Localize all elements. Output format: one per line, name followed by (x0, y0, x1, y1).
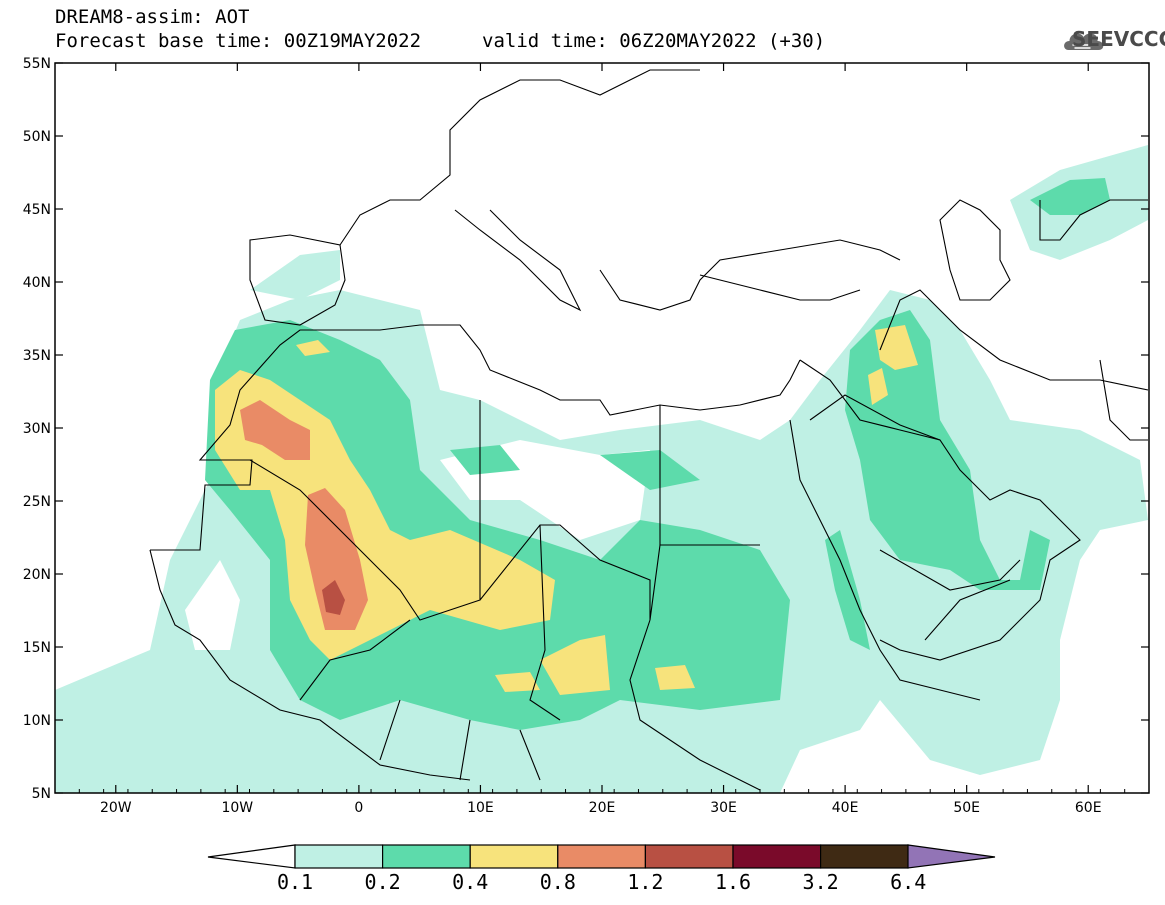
lat-tick-label: 40N (23, 275, 51, 291)
cloud-logo-icon (1064, 33, 1104, 50)
colorbar-swatch (819, 844, 909, 869)
lon-tick-label: 40E (832, 800, 859, 816)
forecast-base-time: Forecast base time: 00Z19MAY2022 (55, 30, 422, 52)
colorbar-level-label: 3.2 (802, 870, 839, 894)
colorbar-level-label: 0.1 (276, 870, 314, 894)
aot-moderate-region-arabia (845, 310, 1050, 590)
lat-tick-label: 55N (23, 56, 51, 72)
lat-tick-label: 50N (23, 129, 51, 145)
colorbar-high-arrow (907, 844, 996, 869)
aot-very-high-region-algeria (305, 488, 368, 630)
aot-high-region-morocco (296, 340, 330, 356)
product-title: DREAM8-assim: AOT (55, 6, 250, 28)
lon-tick-label: 10W (221, 800, 253, 816)
coastlines-and-borders (149, 69, 1149, 791)
lat-tick-label: 15N (23, 640, 51, 656)
lat-tick-label: 30N (23, 421, 51, 437)
lat-tick-label: 10N (23, 713, 51, 729)
latitude-ticks: 5N 10N 15N 20N 25N 30N 35N 40N 45N 50N 55N (23, 56, 1149, 802)
logo-text: SEEVCCC (1072, 27, 1165, 51)
aot-field (55, 145, 1148, 793)
colorbar-swatch (644, 844, 734, 869)
aot-high-region-nigeria (495, 672, 540, 692)
aot-clear-gap-atlantic (185, 560, 240, 650)
aot-high-region-sudan (655, 665, 695, 690)
colorbar-low-arrow (207, 844, 296, 869)
lon-tick-label: 30E (710, 800, 737, 816)
aot-high-region-iraq-south (868, 368, 888, 405)
aot-extreme-region-mali (322, 580, 345, 615)
lat-tick-label: 35N (23, 348, 51, 364)
colorbar (207, 844, 996, 869)
aot-very-high-region-morocco (240, 400, 310, 460)
colorbar-level-label: 1.6 (714, 870, 752, 894)
colorbar-swatch (294, 844, 384, 869)
lon-tick-label: 60E (1075, 800, 1102, 816)
colorbar-swatch (382, 844, 471, 869)
lon-tick-label: 50E (953, 800, 980, 816)
lon-tick-label: 20W (100, 800, 132, 816)
lon-tick-label: 20E (589, 800, 616, 816)
aot-high-region-chad (540, 635, 610, 695)
colorbar-swatch (732, 844, 822, 869)
valid-time: valid time: 06Z20MAY2022 (+30) (482, 30, 826, 52)
colorbar-level-label: 1.2 (627, 870, 664, 894)
colorbar-level-label: 0.2 (364, 870, 401, 894)
colorbar-swatch (557, 844, 646, 869)
lat-tick-label: 25N (23, 494, 51, 510)
colorbar-level-label: 0.8 (539, 870, 576, 894)
lon-tick-label: 10E (467, 800, 494, 816)
colorbar-level-label: 0.4 (452, 870, 489, 894)
colorbar-swatch (469, 844, 559, 869)
colorbar-level-label: 6.4 (890, 870, 927, 894)
aot-moderate-region-red-sea (825, 530, 870, 650)
lon-tick-label: 0 (354, 800, 363, 816)
lat-tick-label: 5N (32, 786, 51, 802)
aot-moderate-region-libya (600, 450, 700, 490)
lat-tick-label: 45N (23, 202, 51, 218)
longitude-ticks: 20W 10W 0 10E 20E 30E 40E 50E 60E (54, 63, 1150, 816)
aot-moderate-region-caspian (1030, 178, 1110, 215)
aot-light-region-iberia (250, 250, 340, 300)
lat-tick-label: 20N (23, 567, 51, 583)
aot-moderate-region-east-sahara (450, 445, 520, 475)
